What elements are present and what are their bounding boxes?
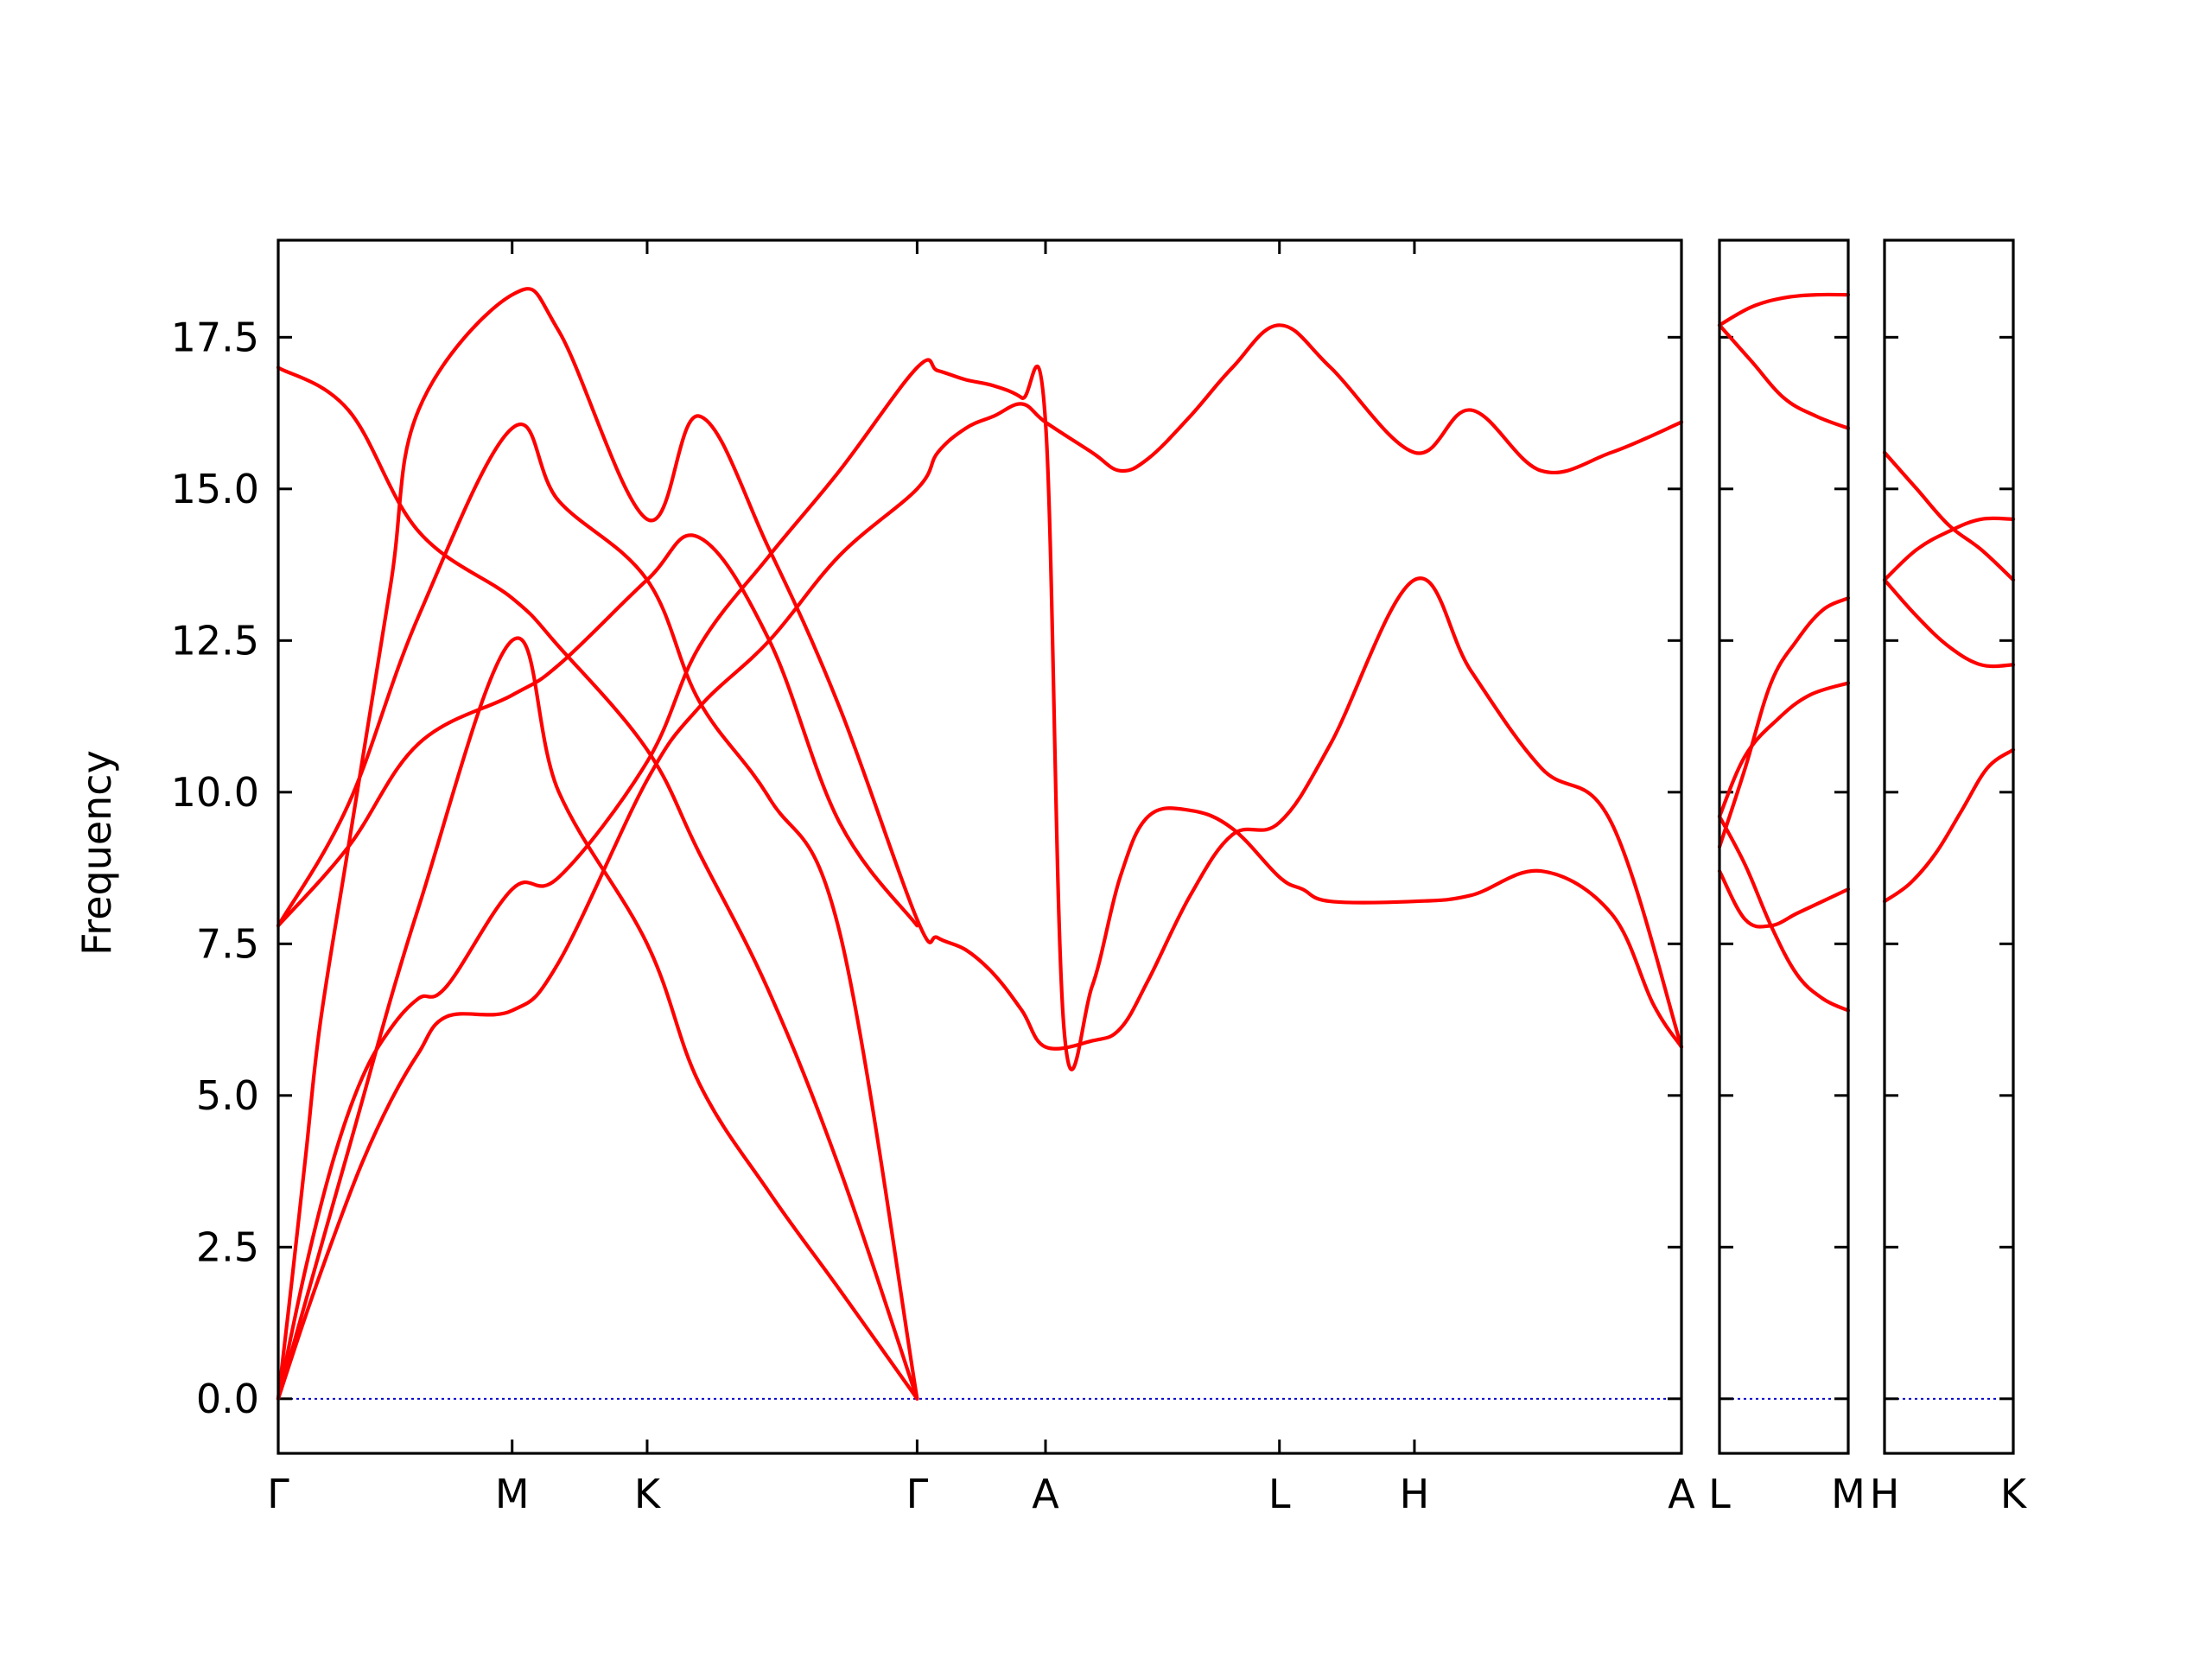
y-tick-label: 12.5 (171, 617, 259, 664)
x-tick-label: Γ (906, 1471, 929, 1517)
x-tick-label: L (1268, 1471, 1291, 1517)
x-tick-label: A (1032, 1471, 1059, 1517)
x-tick-label: Γ (267, 1471, 289, 1517)
band-line-6 (1717, 814, 1851, 1013)
y-tick-label: 5.0 (196, 1072, 259, 1119)
x-tick-label: H (1400, 1471, 1430, 1517)
x-tick-label: H (1870, 1471, 1900, 1517)
y-axis-label: Frequency (73, 750, 120, 956)
band-line-6 (276, 533, 919, 928)
y-tick-labels: 0.0 2.5 5.0 7.5 10.0 12.5 15.0 17.5 (171, 314, 259, 1422)
band-line-1 (276, 323, 1684, 1401)
band-line-3 (1717, 681, 1851, 818)
band-line-5 (276, 423, 919, 1401)
y-tick-label: 17.5 (171, 314, 259, 360)
band-line-2 (1717, 323, 1851, 430)
x-tick-label: M (495, 1471, 530, 1517)
band-line-3 (276, 287, 1684, 1401)
band-line-4 (1717, 596, 1851, 849)
band-line-4 (1882, 747, 2016, 904)
band-line-2 (276, 358, 1684, 1401)
panel-frame (1718, 238, 1850, 1455)
band-line-1 (1882, 450, 2016, 582)
x-tick-label: A (1668, 1471, 1695, 1517)
x-tick-label: L (1708, 1471, 1731, 1517)
band-line-1 (1717, 292, 1851, 327)
band-line-3 (1882, 578, 2016, 669)
band-line-4 (276, 636, 919, 1401)
y-tick-label: 15.0 (171, 466, 259, 512)
panel-frame (276, 238, 1683, 1455)
panel-frame (1883, 238, 2015, 1455)
band-line-2 (1882, 516, 2016, 582)
band-line-5 (1717, 869, 1851, 929)
x-tick-label: K (2000, 1471, 2028, 1517)
x-tick-label: M (1831, 1471, 1866, 1517)
band-line-7 (276, 365, 919, 1401)
y-tick-label: 7.5 (196, 920, 259, 967)
y-tick-label: 2.5 (196, 1224, 259, 1270)
x-tick-label: K (634, 1471, 662, 1517)
y-tick-label: 0.0 (196, 1376, 259, 1422)
y-tick-label: 10.0 (171, 769, 259, 816)
